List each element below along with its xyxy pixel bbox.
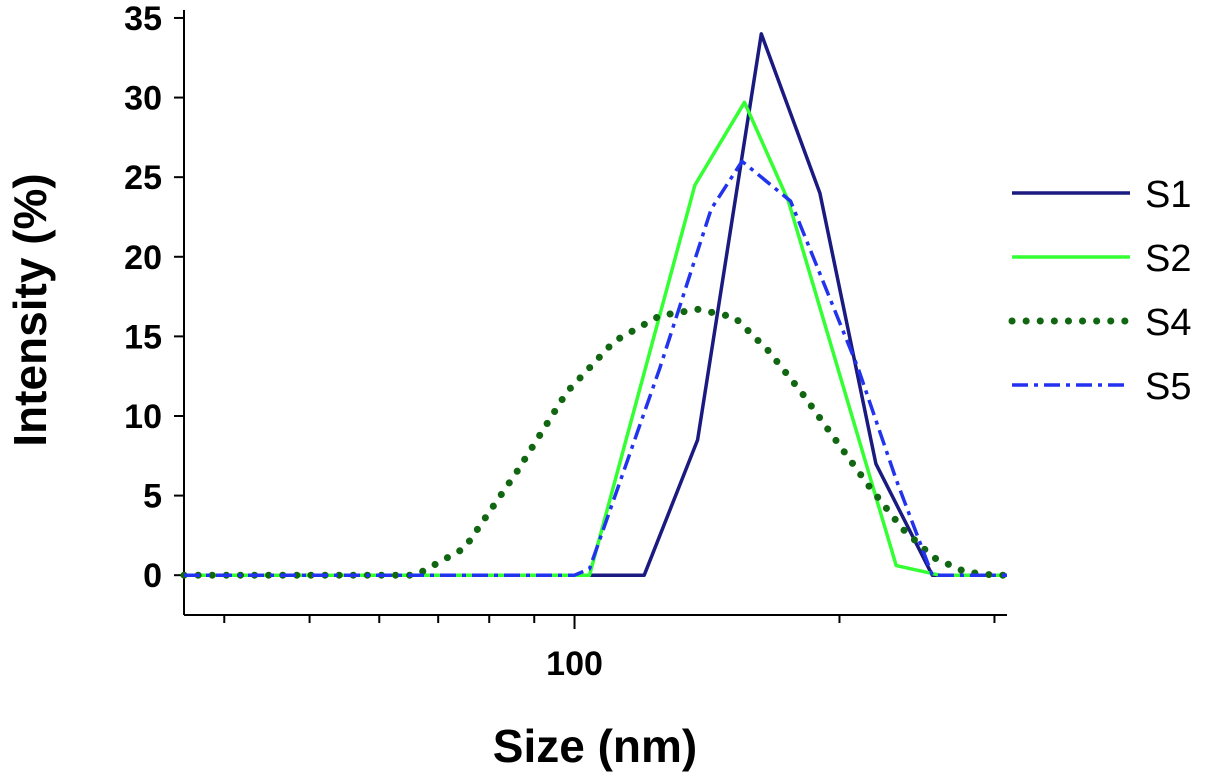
y-tick-label: 35	[124, 0, 162, 38]
series-line-s1	[184, 32, 1007, 577]
y-tick-label: 10	[124, 398, 162, 436]
series-lines	[180, 32, 1011, 579]
x-tick-label: 100	[546, 645, 603, 683]
series-line-s5	[184, 159, 1007, 577]
legend: S1 S2 S4 S5	[1008, 174, 1191, 408]
series-line-s4	[180, 305, 1011, 579]
y-tick-label: 5	[143, 478, 162, 516]
series-line-s2	[184, 100, 1007, 577]
y-axis-title: Intensity (%)	[4, 173, 56, 446]
y-tick-label: 20	[124, 239, 162, 277]
x-ticks: 100	[223, 615, 996, 683]
y-tick-label: 30	[124, 80, 162, 118]
legend-label-s4: S4	[1145, 302, 1191, 344]
legend-label-s2: S2	[1145, 238, 1191, 280]
y-tick-label: 0	[143, 557, 162, 595]
legend-label-s1: S1	[1145, 174, 1191, 216]
x-axis-title: Size (nm)	[493, 720, 697, 772]
y-tick-label: 25	[124, 159, 162, 197]
y-ticks: 0 5 10 15 20 25 30 35	[124, 0, 184, 595]
y-tick-label: 15	[124, 318, 162, 356]
legend-label-s5: S5	[1145, 366, 1191, 408]
axes	[183, 10, 1007, 616]
